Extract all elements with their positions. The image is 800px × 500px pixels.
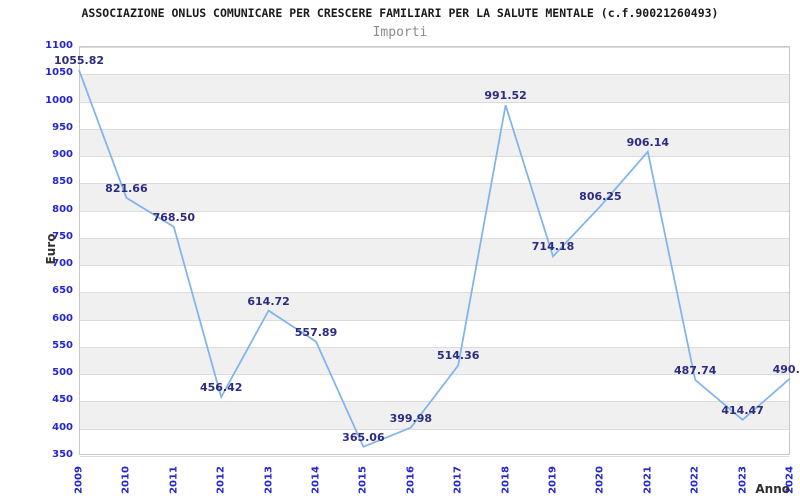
- gridline: [80, 237, 789, 239]
- data-label: 456.42: [199, 380, 243, 394]
- y-tick-label: 750: [52, 230, 73, 242]
- y-tick-label: 500: [52, 367, 73, 379]
- x-tick-label: 2012: [215, 466, 227, 494]
- x-tick-label: 2020: [594, 466, 606, 494]
- gridline: [80, 428, 789, 430]
- y-tick-label: 850: [52, 176, 73, 188]
- x-tick-label: 2010: [120, 466, 132, 494]
- gridline: [80, 101, 789, 103]
- y-tick-label: 950: [52, 121, 73, 133]
- gridline: [80, 319, 789, 321]
- data-label: 490.2: [772, 362, 800, 376]
- data-label: 991.52: [484, 89, 527, 103]
- gridline: [80, 210, 789, 212]
- chart-subtitle: Importi: [372, 25, 428, 40]
- plot-band: [80, 401, 789, 429]
- x-tick-label: 2019: [547, 466, 559, 494]
- x-tick-label: 2016: [405, 466, 417, 494]
- y-tick-label: 1000: [45, 94, 73, 106]
- data-label: 714.18: [531, 240, 575, 254]
- gridline: [80, 456, 789, 457]
- y-tick-label: 600: [52, 312, 73, 324]
- y-tick-label: 650: [52, 285, 73, 297]
- series-svg: [78, 69, 791, 448]
- y-tick-label: 1100: [45, 40, 73, 51]
- gridline: [80, 156, 789, 158]
- plot-band: [80, 346, 789, 375]
- y-tick-label: 900: [52, 149, 73, 161]
- data-label: 1055.82: [53, 54, 105, 68]
- data-label: 557.89: [294, 325, 338, 339]
- x-tick-label: 2021: [642, 466, 654, 494]
- data-label: 614.72: [247, 294, 290, 308]
- x-tick-label: 2015: [357, 466, 369, 494]
- y-tick-label: 1050: [45, 67, 73, 79]
- x-tick-label: 2013: [263, 466, 275, 494]
- data-label: 821.66: [105, 181, 148, 195]
- plot-band: [80, 128, 789, 157]
- y-tick-label: 550: [52, 339, 73, 351]
- gridline: [80, 292, 789, 294]
- gridline: [80, 74, 789, 76]
- gridline: [80, 265, 789, 267]
- y-tick-label: 450: [52, 394, 73, 406]
- gridline: [80, 128, 789, 130]
- gridline: [80, 47, 789, 48]
- series-line: [78, 69, 791, 448]
- gridline: [80, 346, 789, 348]
- data-label: 487.74: [673, 363, 717, 377]
- plot-band: [80, 74, 789, 102]
- y-tick-label: 700: [52, 258, 73, 270]
- y-axis-title: Euro: [44, 233, 58, 265]
- x-tick-label: 2011: [168, 466, 180, 494]
- x-tick-label: 2017: [452, 466, 464, 494]
- plot-band: [80, 183, 789, 211]
- x-tick-label: 2014: [310, 466, 322, 494]
- data-label: 514.36: [436, 349, 480, 363]
- data-label: 906.14: [626, 135, 670, 149]
- gridline: [80, 401, 789, 403]
- gridline: [80, 183, 789, 185]
- data-label: 414.47: [721, 403, 764, 417]
- x-tick-label: 2022: [689, 466, 701, 494]
- y-tick-label: 400: [52, 421, 73, 433]
- gridline: [80, 374, 789, 376]
- x-tick-label: 2023: [737, 466, 749, 494]
- x-axis-title: Anno: [755, 482, 790, 496]
- data-label: 806.25: [579, 190, 622, 204]
- chart-title: ASSOCIAZIONE ONLUS COMUNICARE PER CRESCE…: [81, 6, 719, 20]
- data-label: 768.50: [152, 210, 196, 224]
- y-tick-label: 800: [52, 203, 73, 215]
- y-tick-label: 350: [52, 449, 73, 460]
- data-label: 399.98: [389, 411, 433, 425]
- x-tick-label: 2009: [73, 466, 85, 494]
- data-label: 365.06: [342, 430, 385, 444]
- x-tick-label: 2018: [500, 466, 512, 494]
